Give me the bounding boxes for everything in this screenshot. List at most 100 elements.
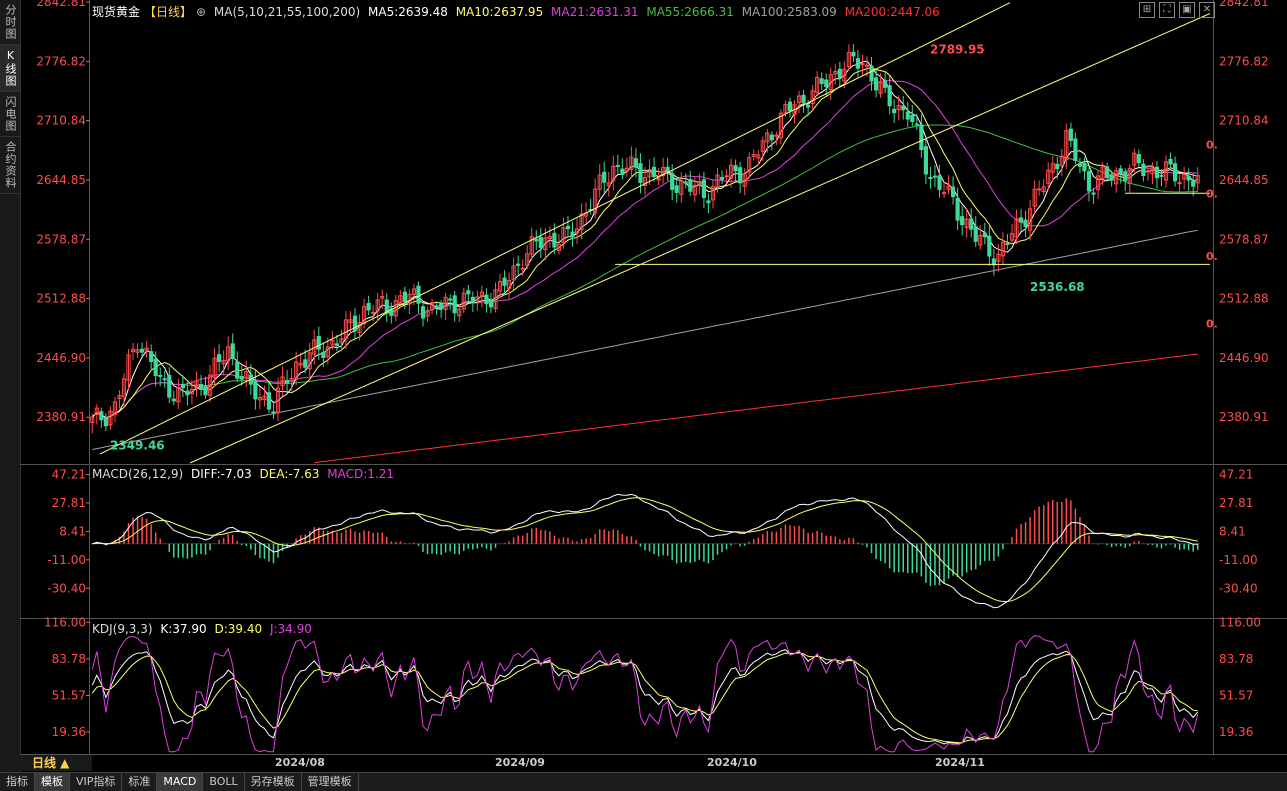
period-button[interactable]: 日线 ▲	[20, 755, 92, 771]
candle-body	[914, 123, 919, 126]
candle-body	[778, 112, 784, 139]
candle-body	[996, 253, 1001, 262]
kdj-j: J:34.90	[269, 622, 312, 636]
candle-body	[217, 354, 222, 363]
tab-vip-indicator[interactable]: VIP指标	[70, 773, 123, 791]
candle-body	[787, 101, 793, 112]
candle-body	[869, 65, 874, 82]
candle-body	[864, 64, 870, 67]
y-tick-label: 2446.90	[36, 351, 86, 365]
kdj-j-line	[91, 635, 1199, 753]
candle-body	[511, 265, 516, 281]
sidebar-item-contract[interactable]: 合约资料	[0, 137, 20, 194]
candle-body	[235, 361, 240, 379]
candle-body	[987, 235, 992, 257]
candle-body	[738, 167, 743, 184]
grid-icon[interactable]: ⊞	[1139, 2, 1155, 18]
macd-params: MACD(26,12,9)	[92, 467, 184, 481]
candle-body	[1150, 167, 1155, 175]
candle-body	[298, 362, 303, 366]
candle-body	[1064, 130, 1069, 161]
candle-body	[452, 295, 457, 314]
candle-body	[1037, 188, 1042, 191]
candle-body	[756, 154, 761, 159]
candle-body	[230, 343, 235, 359]
y-tick-label: 116.00	[44, 615, 86, 629]
candle-body	[679, 180, 684, 195]
candle-body	[937, 175, 942, 190]
sidebar-item-kline[interactable]: K线图	[0, 45, 20, 92]
candle-body	[706, 200, 711, 204]
candle-body	[579, 213, 584, 231]
instrument-title: 现货黄金	[92, 5, 141, 19]
macd-diff-line	[92, 493, 1198, 609]
candle-body	[842, 68, 847, 82]
candle-body	[529, 236, 534, 255]
sidebar-item-flash[interactable]: 闪电图	[0, 92, 20, 137]
candle-body	[416, 285, 421, 304]
candle-body	[615, 164, 620, 167]
zero-marker: 0.	[1206, 318, 1218, 331]
candle-body	[642, 176, 648, 186]
candle-body	[1068, 128, 1073, 141]
candle-body	[570, 231, 575, 237]
candle-body	[384, 299, 389, 313]
candle-body	[1132, 152, 1137, 166]
candle-body	[919, 124, 924, 151]
candle-body	[697, 181, 702, 185]
tab-standard[interactable]: 标准	[122, 773, 158, 791]
candle-body	[683, 181, 688, 184]
y-tick-label: 2578.87	[36, 232, 86, 246]
fullscreen-icon[interactable]: ⛶	[1159, 2, 1175, 18]
tab-save-template[interactable]: 另存模板	[245, 773, 302, 791]
zoom-icon[interactable]: ▣	[1179, 2, 1195, 18]
settings-icon[interactable]: ⊕	[196, 5, 207, 19]
candle-body	[923, 146, 928, 175]
tab-manage-template[interactable]: 管理模板	[302, 773, 359, 791]
candle-body	[638, 163, 643, 183]
candle-body	[964, 218, 969, 229]
candle-body	[244, 371, 249, 379]
candle-body	[1050, 163, 1055, 173]
candle-body	[1186, 175, 1191, 181]
candle-body	[941, 192, 947, 195]
candle-body	[1073, 138, 1078, 162]
tab-template[interactable]: 模板	[35, 773, 70, 791]
candle-body	[185, 390, 190, 396]
candle-body	[1000, 241, 1006, 257]
candle-body	[543, 237, 548, 251]
candle-body	[629, 156, 634, 171]
channel-lower-line	[189, 13, 1211, 464]
sidebar-item-timeshare[interactable]: 分时图	[0, 0, 20, 45]
candle-body	[389, 308, 394, 316]
y-tick-label: 8.41	[1219, 524, 1246, 538]
candle-body	[819, 78, 824, 84]
close-icon[interactable]: ✕	[1199, 2, 1215, 18]
candle-body	[506, 280, 512, 290]
candle-body	[878, 82, 883, 94]
tab-macd[interactable]: MACD	[157, 773, 204, 791]
candle-body	[439, 303, 444, 309]
tab-boll[interactable]: BOLL	[203, 773, 245, 791]
kline-chart[interactable]: 2842.81 2842.81 2776.82 2776.82 2710.84 2710.…	[20, 0, 1287, 772]
candle-body	[226, 346, 231, 362]
candle-body	[1041, 186, 1046, 192]
candle-body	[149, 351, 154, 362]
y-tick-label: 2644.85	[36, 173, 86, 187]
candle-body	[1182, 173, 1187, 180]
candle-body	[701, 179, 706, 198]
ma55-value: MA55:2666.31	[646, 5, 734, 19]
tab-indicator[interactable]: 指标	[0, 773, 35, 791]
candle-body	[733, 165, 738, 172]
y-tick-label: -30.40	[1219, 581, 1258, 595]
candle-body	[611, 165, 616, 182]
candle-body	[334, 343, 340, 347]
candle-body	[1136, 154, 1141, 164]
candle-body	[108, 410, 113, 426]
candle-body	[946, 185, 951, 190]
candle-body	[955, 197, 960, 221]
candle-body	[411, 288, 417, 296]
ma10-line	[91, 67, 1198, 419]
y-tick-label: 2380.91	[1219, 410, 1269, 424]
candle-body	[448, 298, 453, 301]
